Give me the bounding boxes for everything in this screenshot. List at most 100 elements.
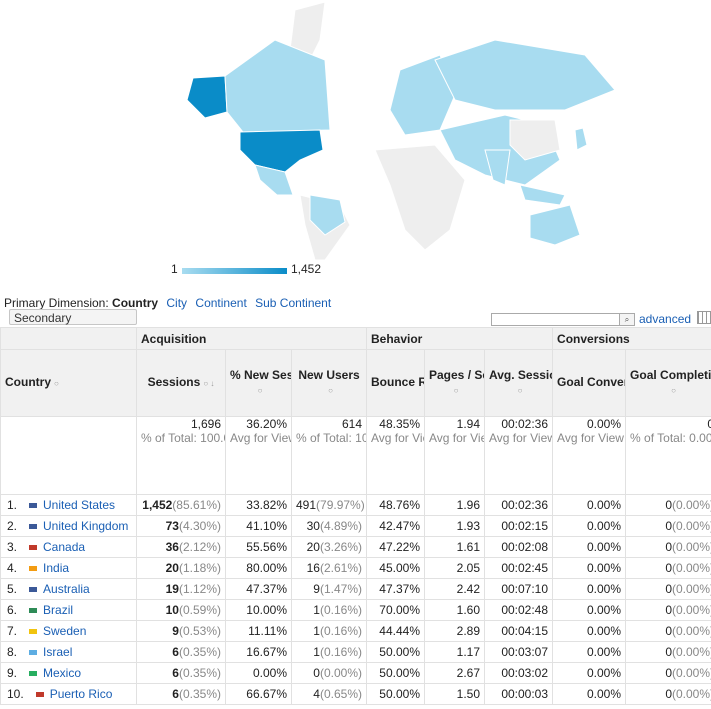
sessions-cell: 20(1.18%) <box>136 557 226 579</box>
secondary-dimension-dropdown[interactable]: Secondary dimension▾ <box>9 309 137 341</box>
country-link[interactable]: Brazil <box>43 603 74 617</box>
column-header-sessions[interactable]: Sessions ○ ↓ <box>136 349 226 417</box>
country-link[interactable]: Mexico <box>43 666 82 680</box>
country-link[interactable]: Sweden <box>43 624 87 638</box>
table-row: 10. Puerto Rico 6(0.35%) 66.67% 4(0.65%) 50.0… <box>0 683 711 705</box>
country-cell: 1. United States <box>0 494 137 516</box>
new-users-cell: 4(0.65%) <box>291 683 367 705</box>
bounce-rate-cell: 70.00% <box>366 599 425 621</box>
total-sessions: 1,696% of Total: 100.00% (1,696) <box>136 416 226 495</box>
country-link[interactable]: Canada <box>43 540 86 554</box>
country-link[interactable]: India <box>43 561 70 575</box>
primary-dimension-bar: Primary Dimension: Country City Continen… <box>4 296 331 310</box>
country-link[interactable]: United Kingdom <box>43 519 129 533</box>
new-sessions-cell: 10.00% <box>225 599 292 621</box>
goal-conversion-cell: 0.00% <box>552 536 627 558</box>
bounce-rate-cell: 50.00% <box>366 683 425 705</box>
flag-icon <box>29 587 38 593</box>
new-sessions-cell: 47.37% <box>225 578 292 600</box>
new-sessions-cell: 55.56% <box>225 536 292 558</box>
row-index: 9. <box>7 666 18 680</box>
total-goal-conversion: 0.00%Avg for View: 0.00% (0.00%) <box>552 416 627 495</box>
total-goal-completions: 0% of Total: 0.00% (0) <box>625 416 711 495</box>
duration-cell: 00:00:03 <box>483 683 554 705</box>
sort-icon: ○ <box>54 379 59 388</box>
country-link[interactable]: United States <box>43 498 116 512</box>
map-region-africa <box>374 144 466 251</box>
row-index: 7. <box>7 624 18 638</box>
goal-completions-cell: 0(0.00%) <box>625 578 711 600</box>
sessions-cell: 6(0.35%) <box>136 683 226 705</box>
country-link[interactable]: Israel <box>43 645 73 659</box>
bounce-rate-cell: 48.76% <box>366 494 425 516</box>
goal-conversion-cell: 0.00% <box>552 515 627 537</box>
primary-dimension-current: Country <box>112 296 159 310</box>
country-cell: 7. Sweden <box>0 620 137 642</box>
column-header-pages-session[interactable]: Pages / Session○ <box>424 349 485 417</box>
column-header-row: Country○ Sessions○ ↓ % New Sessions○ New… <box>0 349 711 417</box>
duration-cell: 00:02:36 <box>483 494 554 516</box>
table-row: 5. Australia 19(1.12%) 47.37% 9(1.47%) 47.37%… <box>0 578 711 600</box>
goal-conversion-cell: 0.00% <box>552 662 627 684</box>
column-header-bounce-rate[interactable]: Bounce Rate○ <box>366 349 425 417</box>
bounce-rate-cell: 47.22% <box>366 536 425 558</box>
column-header-country[interactable]: Country ○ <box>0 349 137 417</box>
bounce-rate-cell: 50.00% <box>366 641 425 663</box>
totals-row: 1,696% of Total: 100.00% (1,696) 36.20%A… <box>0 416 711 495</box>
new-users-cell: 1(0.16%) <box>291 599 367 621</box>
sessions-cell: 10(0.59%) <box>136 599 226 621</box>
header-group-row: Acquisition Behavior Conversions <box>0 327 711 350</box>
sort-icon: ○ <box>257 386 263 395</box>
pages-session-cell: 1.61 <box>424 536 485 558</box>
row-index: 6. <box>7 603 18 617</box>
column-header-goal-conversion[interactable]: Goal Conversion Rate○ <box>552 349 627 417</box>
goal-completions-cell: 0(0.00%) <box>625 620 711 642</box>
total-new-users: 614% of Total: 100.16% (613) <box>291 416 367 495</box>
country-link[interactable]: Puerto Rico <box>49 687 113 701</box>
country-cell: 2. United Kingdom <box>0 515 137 537</box>
country-link[interactable]: Australia <box>43 582 90 596</box>
table-row: 2. United Kingdom 73(4.30%) 41.10% 30(4.89%)… <box>0 515 711 537</box>
goal-completions-cell: 0(0.00%) <box>625 557 711 579</box>
goal-completions-cell: 0(0.00%) <box>625 599 711 621</box>
column-header-avg-session[interactable]: Avg. Session Duration○ <box>483 349 554 417</box>
legend-gradient <box>182 268 287 274</box>
dimension-link-continent[interactable]: Continent <box>195 296 247 310</box>
primary-dimension-label: Primary Dimension: <box>4 296 109 310</box>
table-search-input[interactable]: ⌕ <box>491 313 635 326</box>
new-users-cell: 20(3.26%) <box>291 536 367 558</box>
pages-session-cell: 1.93 <box>424 515 485 537</box>
flag-icon <box>29 608 38 614</box>
flag-icon <box>29 650 38 656</box>
row-index: 2. <box>7 519 18 533</box>
goal-conversion-cell: 0.00% <box>552 557 627 579</box>
pages-session-cell: 2.05 <box>424 557 485 579</box>
duration-cell: 00:02:15 <box>483 515 554 537</box>
total-bounce-rate: 48.35%Avg for View: 48.35% (0.00%) <box>366 416 425 495</box>
pages-session-cell: 2.42 <box>424 578 485 600</box>
search-icon[interactable]: ⌕ <box>619 314 634 325</box>
sort-icon: ○ <box>671 386 676 395</box>
dimension-link-sub-continent[interactable]: Sub Continent <box>255 296 332 310</box>
row-index: 3. <box>7 540 18 554</box>
flag-icon <box>29 524 38 530</box>
duration-cell: 00:07:10 <box>483 578 554 600</box>
table-row: 7. Sweden 9(0.53%) 11.11% 1(0.16%) 44.44% 2.89… <box>0 620 711 642</box>
row-index: 4. <box>7 561 18 575</box>
map-region-australia <box>529 204 581 246</box>
grid-view-icon[interactable] <box>697 311 711 324</box>
goal-conversion-cell: 0.00% <box>552 620 627 642</box>
dimension-link-city[interactable]: City <box>166 296 188 310</box>
goal-completions-cell: 0(0.00%) <box>625 662 711 684</box>
country-cell: 4. India <box>0 557 137 579</box>
duration-cell: 00:02:45 <box>483 557 554 579</box>
column-header-goal-completions[interactable]: Goal Completions○ <box>625 349 711 417</box>
column-header-new-sessions[interactable]: % New Sessions○ <box>225 349 292 417</box>
advanced-filter-link[interactable]: advanced <box>639 312 692 326</box>
goal-completions-cell: 0(0.00%) <box>625 641 711 663</box>
new-users-cell: 0(0.00%) <box>291 662 367 684</box>
column-header-new-users[interactable]: New Users ○ <box>291 349 367 417</box>
pages-session-cell: 2.89 <box>424 620 485 642</box>
bounce-rate-cell: 47.37% <box>366 578 425 600</box>
